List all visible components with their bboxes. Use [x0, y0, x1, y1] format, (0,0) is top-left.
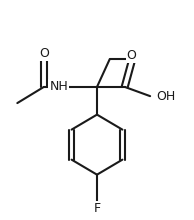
Text: NH: NH: [49, 80, 68, 94]
Text: F: F: [94, 202, 100, 215]
Text: O: O: [39, 47, 49, 60]
Text: O: O: [127, 48, 137, 62]
Text: OH: OH: [156, 90, 175, 103]
